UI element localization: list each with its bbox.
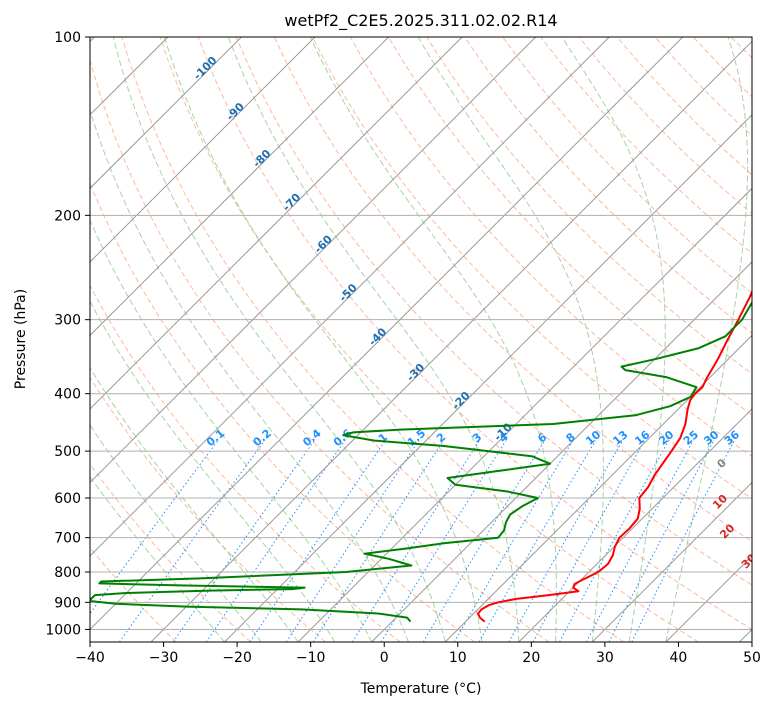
y-tick-label: 400 [54,387,81,403]
isotherm-line [90,37,684,631]
x-tick-label: 20 [522,650,540,666]
isotherm-line [90,37,242,190]
dry-adiabat [502,37,752,294]
dewpoint-line [90,299,752,623]
y-tick-label: 200 [54,208,81,224]
moist-adiabat [417,37,604,642]
y-tick-label: 100 [54,30,81,46]
isotherm-line [518,408,752,642]
dry-adiabat [90,376,326,642]
y-tick-label: 800 [54,565,81,581]
y-tick-label: 600 [54,491,81,507]
plot-frame [89,36,753,643]
mixing-ratio-line [422,440,545,642]
moist-adiabat [90,218,373,642]
moist-adiabat [90,108,409,642]
chart-title: wetPf2_C2E5.2025.311.02.02.R14 [284,11,557,31]
y-axis-label: Pressure (hPa) [13,289,29,389]
isotherm-line [591,481,752,642]
x-tick-label: 10 [449,650,467,666]
mixing-ratio-line [559,440,670,642]
mixing-ratio-line [532,440,646,642]
isotherm-line [90,37,389,337]
mixing-ratio-line [118,440,265,642]
isotherm-line [297,187,752,642]
mixing-ratio-line [351,440,480,642]
mixing-ratio-line [478,440,596,642]
profile-lines [90,289,752,623]
isotherm-line [444,334,752,642]
dry-adiabat [388,37,752,416]
mixing-ratio-line [90,440,219,615]
isotherm-line [224,114,752,642]
x-axis-label: Temperature (°C) [360,681,482,697]
moist-adiabat [90,366,299,642]
mixing-ratio-line [631,440,735,642]
isotherm-line [90,37,463,410]
mixing-ratio-line [508,440,624,642]
y-tick-label: 300 [54,313,81,329]
x-tick-label: −40 [75,650,105,666]
isotherm-line [90,37,537,484]
mixing-ratio-line [172,440,315,642]
y-tick-label: 500 [54,444,81,460]
isotherm-line [150,40,752,642]
background-lines [90,37,752,642]
dry-adiabat [235,37,752,586]
dry-adiabat [121,37,624,642]
x-tick-label: −30 [149,650,179,666]
x-tick-label: 50 [743,650,761,666]
dry-adiabat [311,37,752,500]
moist-adiabat [90,424,262,642]
moist-adiabat [163,37,483,642]
dry-adiabat [426,37,752,375]
dry-adiabat [90,463,252,642]
moist-adiabat [561,37,666,642]
x-tick-label: 0 [380,650,389,666]
moist-adiabat [112,37,446,642]
x-tick-label: −20 [222,650,252,666]
moist-adiabat [90,476,225,642]
dry-adiabat [90,182,475,642]
x-tick-label: 40 [670,650,688,666]
axes: −40 −30 −20 −10 0 10 20 30 40 50 100 200 300 400 500 60… [45,30,761,666]
dry-adiabat [197,37,752,630]
y-tick-label: 900 [54,595,81,611]
dry-adiabat [90,58,550,642]
isotherm-line [90,37,316,263]
moist-adiabat [90,300,336,642]
x-tick-label: −10 [296,650,326,666]
moist-adiabat [665,37,749,642]
isotherm-line [90,37,610,557]
temperature-line [477,289,752,623]
mixing-ratio-line [249,440,386,642]
dry-adiabat [159,37,699,642]
y-tick-label: 1000 [45,622,81,638]
y-tick-label: 700 [54,531,81,547]
moist-adiabat [309,37,557,642]
x-tick-label: 30 [596,650,614,666]
mixing-ratio-line [453,440,574,642]
moist-adiabat [227,37,520,642]
mixing-ratio-line [312,440,444,642]
mixing-ratio-line [285,440,420,642]
dry-adiabat [90,546,177,642]
